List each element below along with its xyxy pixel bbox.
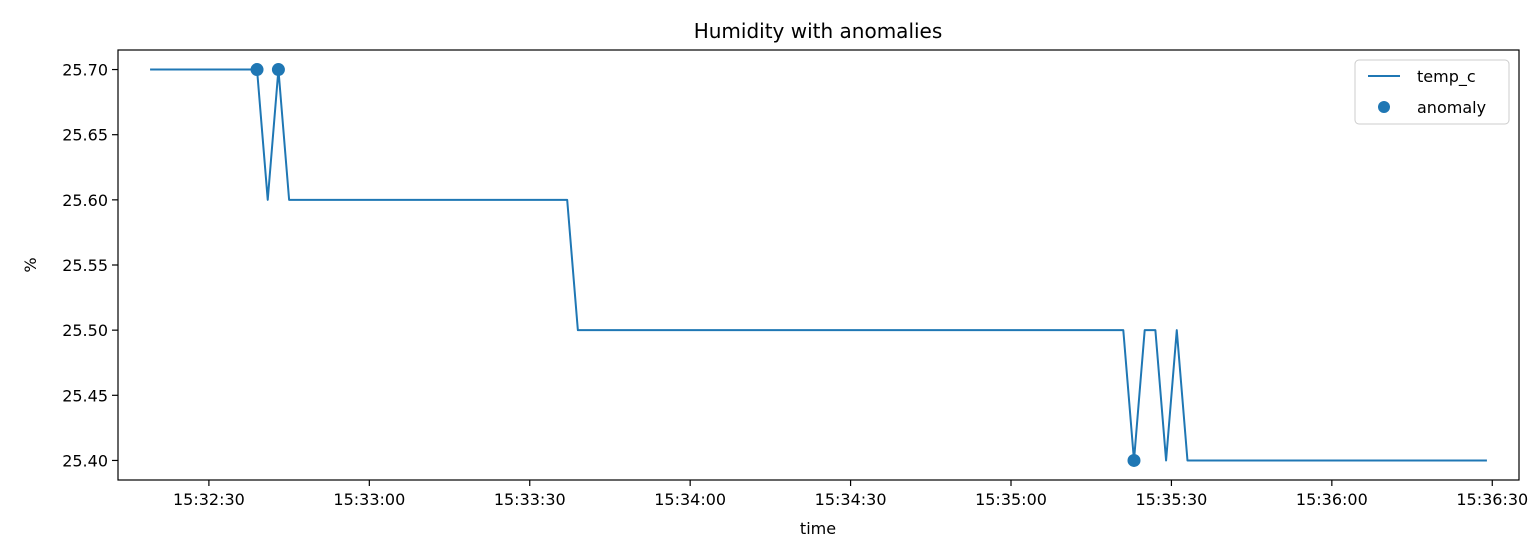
x-tick-label: 15:34:30 [815,490,887,509]
x-tick-label: 15:33:00 [333,490,405,509]
y-tick-label: 25.65 [62,126,108,145]
legend-label-line: temp_c [1417,67,1476,87]
y-tick-label: 25.60 [62,191,108,210]
y-tick-label: 25.40 [62,451,108,470]
x-tick-label: 15:36:30 [1456,490,1528,509]
anomaly-point [1127,453,1141,467]
legend-label-scatter: anomaly [1417,98,1486,117]
y-tick-label: 25.45 [62,386,108,405]
series-line-temp_c [150,68,1487,462]
chart-area: 15:32:30 15:33:00 15:33:30 15:34:00 15:34:30… [62,61,1528,509]
y-axis-label: % [21,257,40,272]
x-tick-label: 15:36:00 [1296,490,1368,509]
anomaly-point [271,63,285,77]
anomaly-point [250,63,264,77]
legend: temp_c anomaly [1354,59,1510,125]
x-tick-label: 15:35:30 [1135,490,1207,509]
x-axis-label: time [800,519,836,538]
chart-title: Humidity with anomalies [694,19,943,43]
x-tick-label: 15:32:30 [173,490,245,509]
plot-frame [117,49,1520,481]
y-tick-label: 25.50 [62,321,108,340]
x-tick-label: 15:33:30 [494,490,566,509]
y-tick-label: 25.55 [62,256,108,275]
x-tick-label: 15:35:00 [975,490,1047,509]
x-tick-label: 15:34:00 [654,490,726,509]
y-tick-label: 25.70 [62,61,108,80]
legend-scatter-marker [1378,101,1390,113]
